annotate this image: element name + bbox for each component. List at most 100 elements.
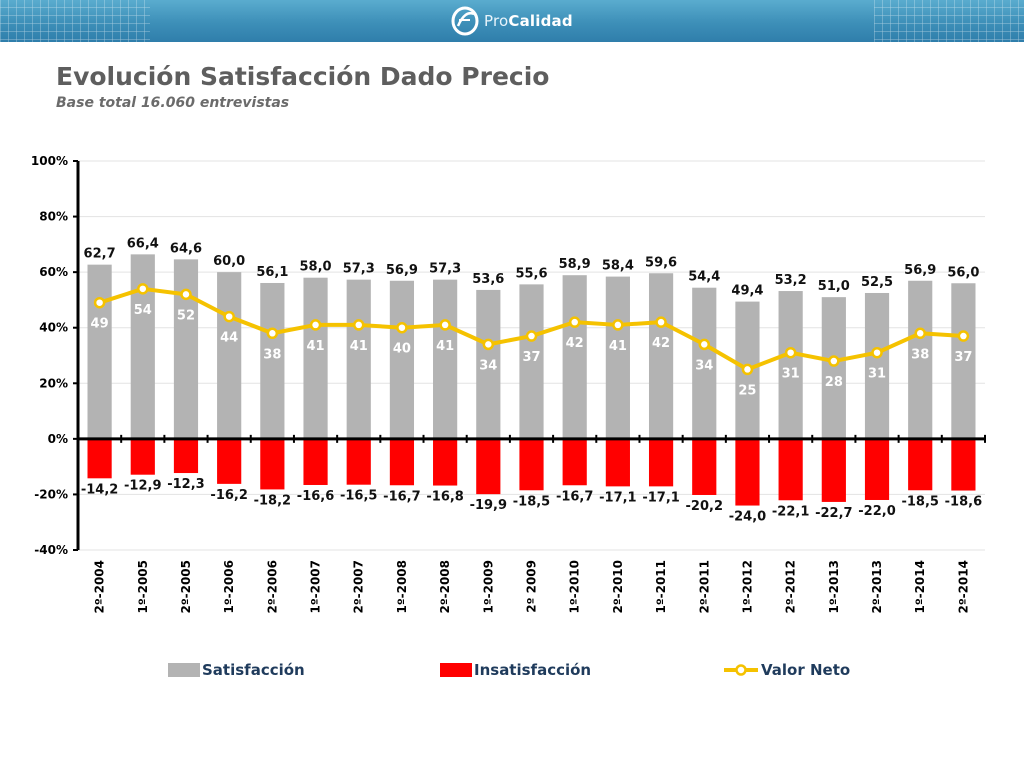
valor-neto-data-label: 34	[479, 358, 497, 373]
insatisfaccion-data-label: -18,2	[254, 493, 291, 508]
logo-text: ProCalidad	[484, 12, 573, 30]
insatisfaccion-bar	[346, 438, 371, 485]
insatisfaccion-data-label: -16,8	[426, 490, 463, 505]
valor-neto-point	[871, 346, 883, 359]
insatisfaccion-bar	[692, 438, 717, 495]
valor-neto-data-label: 25	[738, 383, 756, 398]
insatisfaccion-bar	[648, 438, 674, 487]
satisfaccion-bar	[87, 264, 112, 439]
insatisfaccion-bar	[519, 438, 544, 491]
satisfaccion-data-label: 59,6	[645, 255, 677, 270]
valor-neto-point	[568, 316, 581, 328]
insatisfaccion-bar	[605, 438, 630, 487]
x-tick-label: 1º-2009	[481, 560, 495, 614]
satisfaccion-data-label: 56,9	[386, 263, 418, 278]
insatisfaccion-bar	[217, 438, 242, 484]
satisfaccion-data-label: 57,3	[429, 262, 461, 277]
satisfaccion-data-label: 58,0	[300, 260, 332, 275]
logo-icon	[451, 6, 479, 36]
chart-title: Evolución Satisfacción Dado Precio	[56, 62, 550, 91]
insatisfaccion-bar	[778, 438, 803, 501]
valor-neto-data-label: 38	[911, 347, 929, 362]
insatisfaccion-data-label: -19,9	[470, 498, 507, 513]
satisfaccion-data-label: 53,6	[472, 272, 504, 287]
valor-neto-point	[655, 316, 667, 328]
satisfaccion-data-label: 55,6	[515, 266, 547, 281]
x-tick-label: 1º-2006	[222, 560, 236, 614]
valor-neto-point	[180, 288, 192, 301]
x-tick-label: 2º-2007	[352, 560, 366, 614]
x-tick-label: 1º-2007	[309, 560, 323, 614]
valor-neto-point	[525, 330, 538, 342]
insatisfaccion-data-label: -17,1	[642, 490, 679, 505]
satisfaccion-data-label: 60,0	[213, 254, 245, 269]
x-tick-label: 1º-2013	[827, 560, 841, 614]
valor-neto-point	[914, 327, 926, 340]
legend-label-valor-neto: Valor Neto	[761, 661, 850, 679]
x-tick-label: 2º-2004	[93, 560, 107, 614]
satisfaccion-data-label: 52,5	[861, 275, 893, 290]
logo-name: Calidad	[508, 12, 573, 30]
satisfaccion-data-label: 58,4	[602, 259, 634, 274]
x-tick-label: 1º-2008	[395, 560, 409, 614]
satisfaccion-bar	[864, 292, 890, 439]
insatisfaccion-data-label: -22,0	[858, 504, 895, 519]
insatisfaccion-bar	[130, 438, 155, 475]
satisfaccion-data-label: 66,4	[127, 236, 159, 251]
x-tick-label: 1º-2010	[568, 560, 582, 614]
satisfaccion-bar	[260, 282, 285, 439]
valor-neto-point	[957, 330, 970, 342]
insatisfaccion-data-label: -16,7	[383, 489, 420, 504]
insatisfaccion-bar	[562, 438, 587, 486]
insatisfaccion-data-label: -16,2	[210, 488, 247, 503]
x-tick-label: 2º 2009	[525, 560, 539, 613]
banner-pattern-right	[874, 0, 1024, 42]
insatisfaccion-bar	[735, 438, 760, 506]
satisfaccion-data-label: 58,9	[559, 257, 591, 272]
legend-swatch-insatisfaccion	[440, 663, 472, 677]
satisfaccion-bar	[476, 289, 501, 439]
y-tick-label: 0%	[48, 432, 68, 446]
valor-neto-point	[137, 283, 149, 295]
insatisfaccion-data-label: -22,7	[815, 506, 852, 521]
legend-swatch-satisfaccion	[168, 663, 200, 677]
y-tick-label: 100%	[31, 154, 68, 168]
insatisfaccion-data-label: -22,1	[772, 504, 809, 519]
satisfaccion-data-label: 56,1	[256, 265, 288, 280]
x-tick-label: 2º-2011	[697, 560, 711, 614]
x-tick-label: 1º-2014	[913, 560, 927, 614]
satisfaccion-data-label: 54,4	[688, 270, 720, 285]
satisfaccion-bar	[389, 280, 415, 439]
insatisfaccion-bar	[260, 438, 285, 490]
satisfaccion-bar	[217, 272, 242, 439]
valor-neto-point	[784, 346, 797, 359]
legend-label-satisfaccion: Satisfacción	[202, 661, 305, 679]
insatisfaccion-bar	[821, 438, 846, 502]
insatisfaccion-data-label: -16,6	[297, 489, 334, 504]
satisfaccion-bar	[821, 297, 846, 439]
insatisfaccion-data-label: -17,1	[599, 490, 636, 505]
valor-neto-point	[93, 296, 106, 309]
satisfaccion-data-label: 53,2	[775, 273, 807, 288]
satisfaccion-data-label: 64,6	[170, 241, 202, 256]
x-tick-label: 1º-2005	[136, 560, 150, 614]
satisfaccion-data-label: 56,9	[904, 263, 936, 278]
satisfaccion-bar	[951, 283, 976, 439]
insatisfaccion-data-label: -16,7	[556, 489, 593, 504]
x-tick-label: 2º-2005	[179, 560, 193, 614]
logo-prefix: Pro	[484, 12, 509, 30]
y-tick-label: 40%	[39, 321, 68, 335]
x-tick-label: 2º-2012	[784, 560, 798, 614]
valor-neto-data-label: 42	[652, 336, 670, 351]
insatisfaccion-bar	[173, 438, 199, 474]
valor-neto-data-label: 41	[307, 339, 325, 354]
satisfaccion-bar	[692, 287, 717, 439]
x-tick-label: 2º-2006	[265, 560, 279, 614]
x-tick-label: 1º-2012	[740, 560, 754, 614]
insatisfaccion-data-label: -20,2	[686, 499, 723, 514]
y-tick-label: 60%	[39, 265, 68, 279]
satisfaccion-bar	[562, 275, 587, 439]
banner-pattern-left	[0, 0, 150, 42]
valor-neto-point	[352, 319, 365, 331]
